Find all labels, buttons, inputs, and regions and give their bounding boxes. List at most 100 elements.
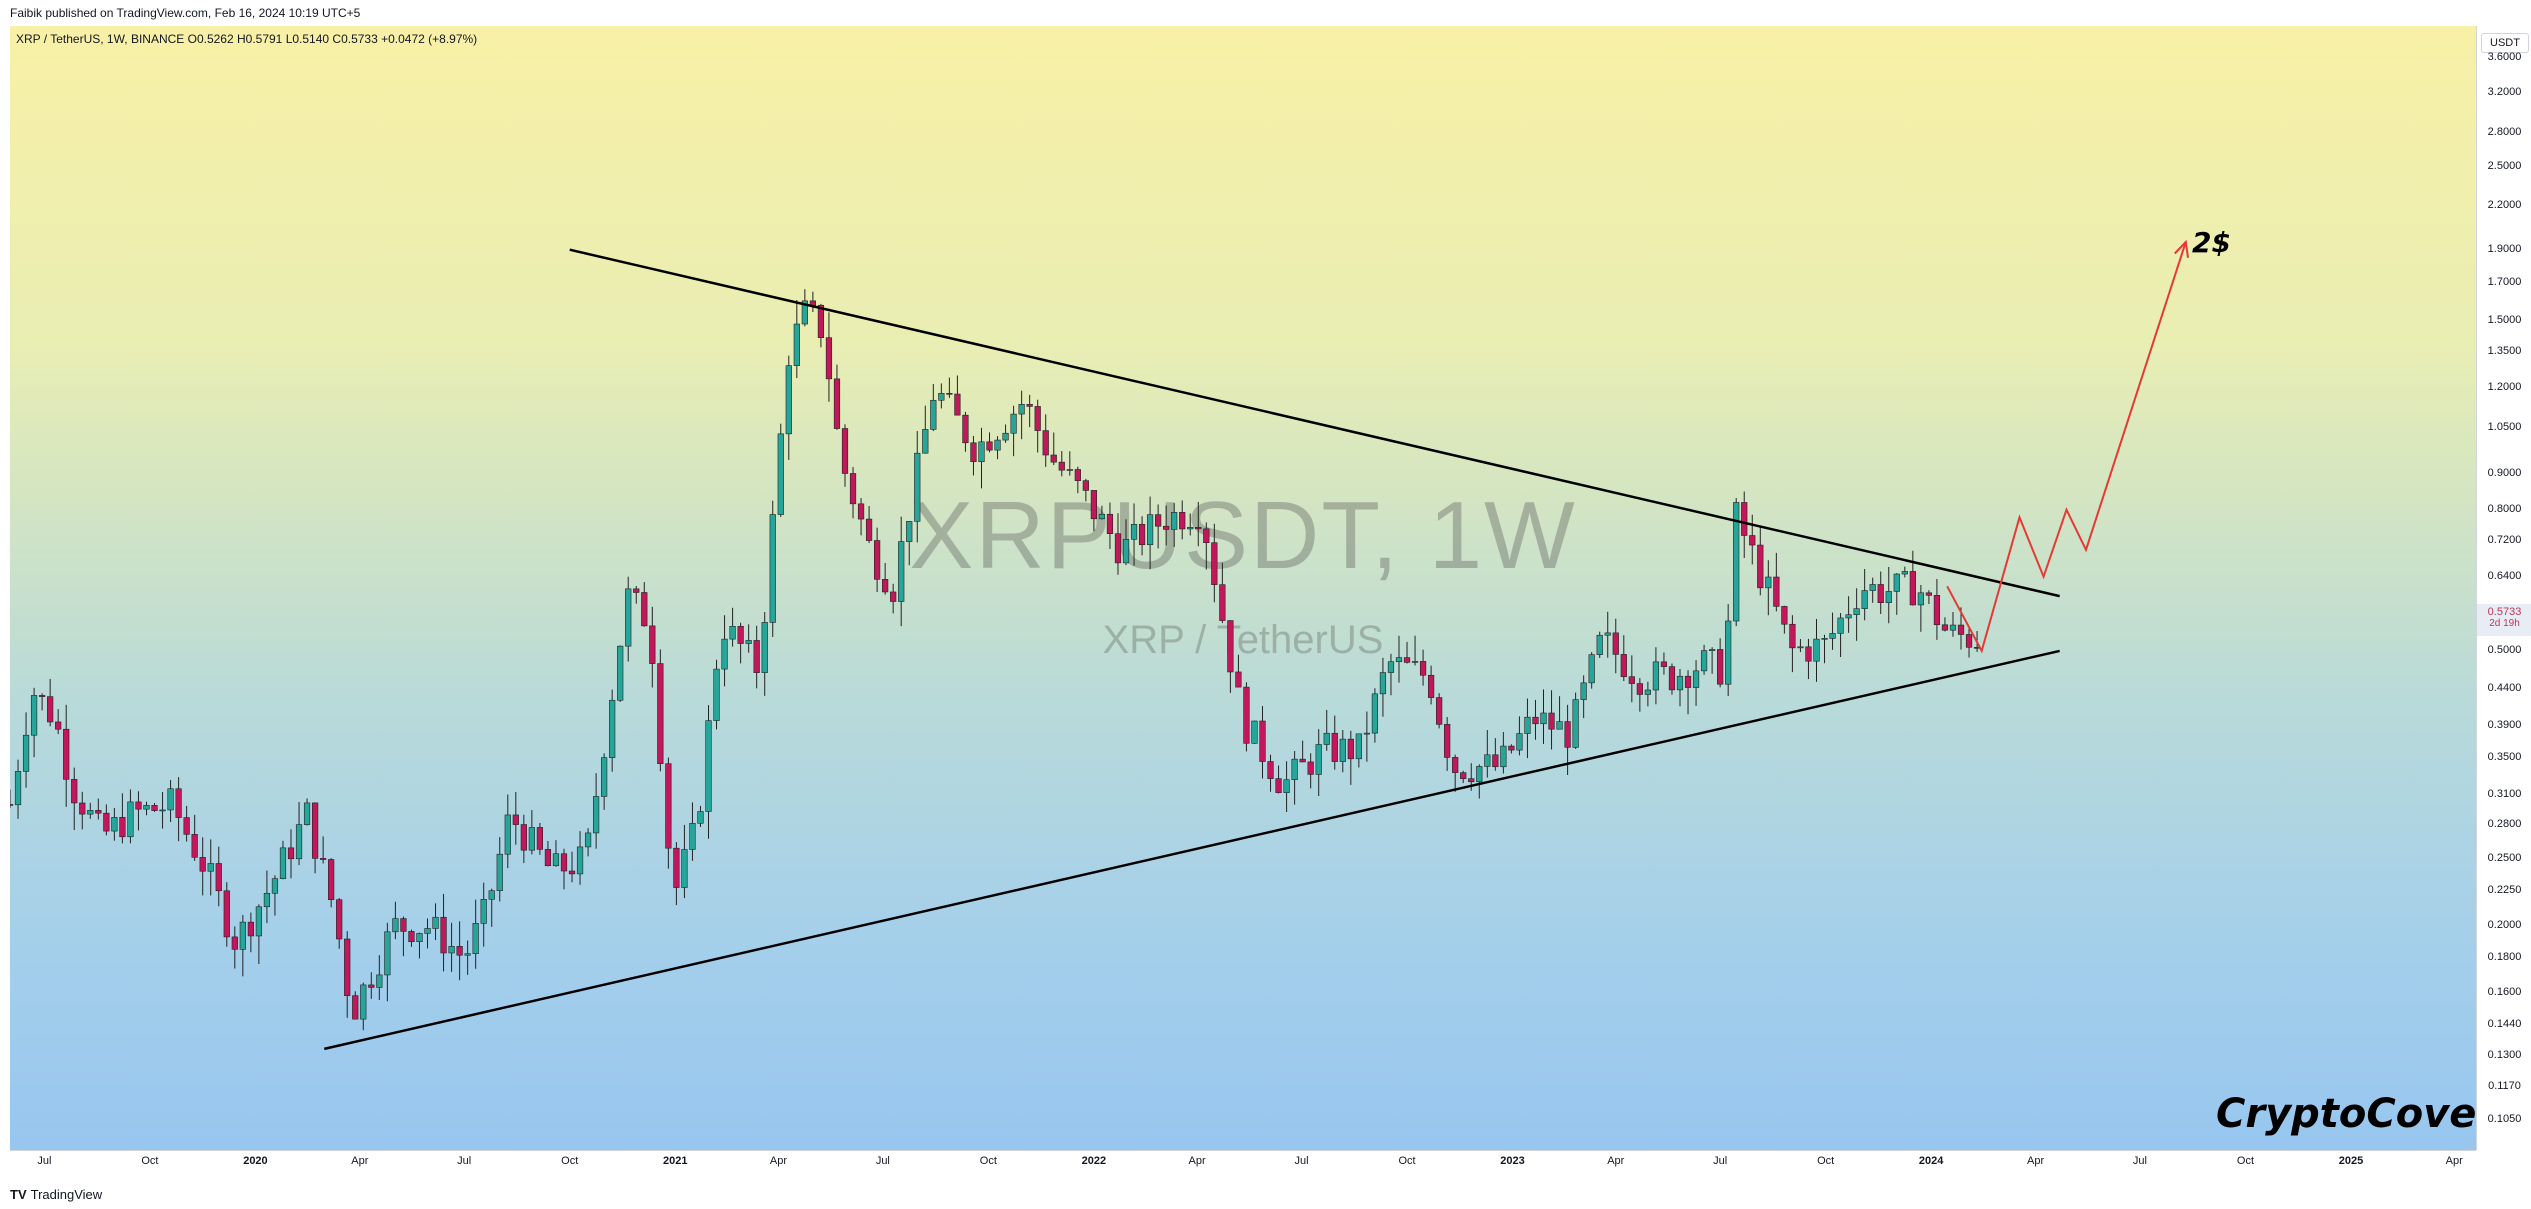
candle-body bbox=[753, 640, 760, 673]
candle-body bbox=[609, 699, 616, 758]
candle-body bbox=[697, 811, 704, 824]
candle-body bbox=[247, 921, 254, 937]
candle-body bbox=[1363, 732, 1370, 735]
time-tick-label: Jul bbox=[1294, 1155, 1309, 1167]
candle-body bbox=[938, 392, 945, 401]
candle-body bbox=[633, 588, 640, 593]
candle-body bbox=[592, 796, 600, 834]
price-tick-label: 1.0500 bbox=[2487, 420, 2522, 433]
footer: TV TradingView bbox=[0, 1180, 2531, 1209]
candle-body bbox=[641, 592, 648, 627]
candle-body bbox=[175, 788, 182, 818]
price-axis[interactable]: USDT 0.5733 2d 19h 3.6000 3.2000 2.8000 2.5… bbox=[2476, 26, 2531, 1150]
candlestick-plot[interactable] bbox=[10, 26, 2476, 1150]
candle-body bbox=[424, 928, 431, 934]
candle-body bbox=[930, 399, 937, 430]
candle-body bbox=[761, 622, 768, 673]
candle-body bbox=[1315, 744, 1322, 775]
time-tick-label: 2025 bbox=[2338, 1155, 2364, 1167]
price-tick-label: 0.1170 bbox=[2488, 1080, 2521, 1093]
price-tick-label: 0.2500 bbox=[2487, 852, 2522, 865]
trendline-upper bbox=[569, 248, 2060, 598]
candle-body bbox=[914, 452, 921, 522]
candle-body bbox=[769, 514, 776, 623]
candle-body bbox=[63, 728, 70, 780]
candle-body bbox=[368, 984, 375, 988]
candle-body bbox=[239, 921, 246, 950]
candle-body bbox=[1628, 676, 1635, 684]
candle-body bbox=[898, 541, 905, 602]
candle-body bbox=[207, 863, 214, 872]
candle-body bbox=[440, 916, 447, 954]
candle-body bbox=[1516, 733, 1523, 751]
candle-body bbox=[1476, 766, 1483, 783]
candle-body bbox=[986, 441, 993, 451]
projection-arrowhead bbox=[2174, 239, 2189, 258]
candle-body bbox=[801, 300, 808, 325]
candle-body bbox=[55, 721, 62, 730]
price-tick-label: 1.2000 bbox=[2487, 380, 2522, 393]
candle-body bbox=[777, 433, 784, 515]
candle-body bbox=[1909, 571, 1916, 606]
candle-body bbox=[400, 918, 407, 932]
time-tick-label: 2021 bbox=[662, 1155, 688, 1167]
candle-body bbox=[1074, 469, 1081, 481]
candle-body bbox=[1002, 432, 1009, 441]
candle-body bbox=[954, 393, 961, 416]
candle-body bbox=[360, 984, 367, 1020]
candle-body bbox=[191, 834, 198, 858]
candle-body bbox=[119, 817, 126, 838]
time-tick-label: 2023 bbox=[1500, 1155, 1525, 1167]
candle-body bbox=[785, 365, 792, 435]
candle-body bbox=[1660, 661, 1668, 667]
candle-body bbox=[1259, 720, 1266, 762]
candle-body bbox=[1347, 738, 1354, 760]
candle-body bbox=[1668, 666, 1676, 691]
price-tick-label: 1.7000 bbox=[2487, 276, 2522, 289]
candle-body bbox=[30, 695, 38, 736]
candle-body bbox=[1532, 716, 1539, 725]
current-price: 0.5733 bbox=[2487, 605, 2522, 618]
chart-area[interactable]: XRPUSDT, 1W XRP / TetherUS 2$ CryptoCove bbox=[10, 26, 2476, 1150]
candle-body bbox=[464, 953, 471, 956]
trendline-lower bbox=[323, 649, 2060, 1051]
price-tick-label: 0.1050 bbox=[2487, 1112, 2522, 1125]
time-tick-label: Oct bbox=[141, 1155, 159, 1167]
candle-body bbox=[625, 588, 632, 647]
tradingview-logo[interactable]: TV TradingView bbox=[10, 1187, 102, 1202]
candle-body bbox=[1468, 778, 1475, 783]
candle-body bbox=[1299, 758, 1306, 763]
price-tick-label: 0.1300 bbox=[2487, 1048, 2522, 1061]
candle-body bbox=[1323, 732, 1330, 745]
candle-body bbox=[1596, 634, 1603, 655]
candle-body bbox=[520, 824, 527, 851]
candle-body bbox=[1508, 745, 1515, 751]
candle-body bbox=[1917, 592, 1924, 606]
price-tick-label: 0.3100 bbox=[2487, 787, 2522, 800]
candle-body bbox=[1765, 576, 1772, 589]
candle-body bbox=[1837, 617, 1844, 634]
candle-body bbox=[1251, 720, 1258, 744]
candle-body bbox=[1291, 758, 1298, 781]
candle-body bbox=[1957, 624, 1965, 635]
candle-body bbox=[1572, 699, 1579, 748]
candle-body bbox=[79, 802, 86, 815]
candle-body bbox=[71, 779, 78, 804]
candle-body bbox=[793, 323, 800, 366]
time-axis[interactable]: Jul Oct 2020 Apr Jul Oct 2021 Apr Jul Oct 2022 Apr J… bbox=[10, 1150, 2476, 1173]
candle-body bbox=[1717, 649, 1724, 685]
tv-logo-icon: TV bbox=[10, 1187, 27, 1202]
candle-body bbox=[970, 442, 977, 463]
candle-body bbox=[103, 812, 110, 832]
candle-body bbox=[480, 899, 487, 924]
candle-body bbox=[39, 695, 46, 697]
currency-label[interactable]: USDT bbox=[2481, 33, 2529, 53]
candle-body bbox=[1949, 624, 1957, 631]
candle-body bbox=[504, 814, 511, 855]
candle-body bbox=[1163, 525, 1170, 530]
candle-body bbox=[552, 853, 560, 867]
candle-body bbox=[1709, 649, 1716, 651]
candle-body bbox=[448, 946, 455, 954]
price-tick-label: 3.2000 bbox=[2487, 86, 2522, 99]
candle-body bbox=[673, 847, 680, 888]
